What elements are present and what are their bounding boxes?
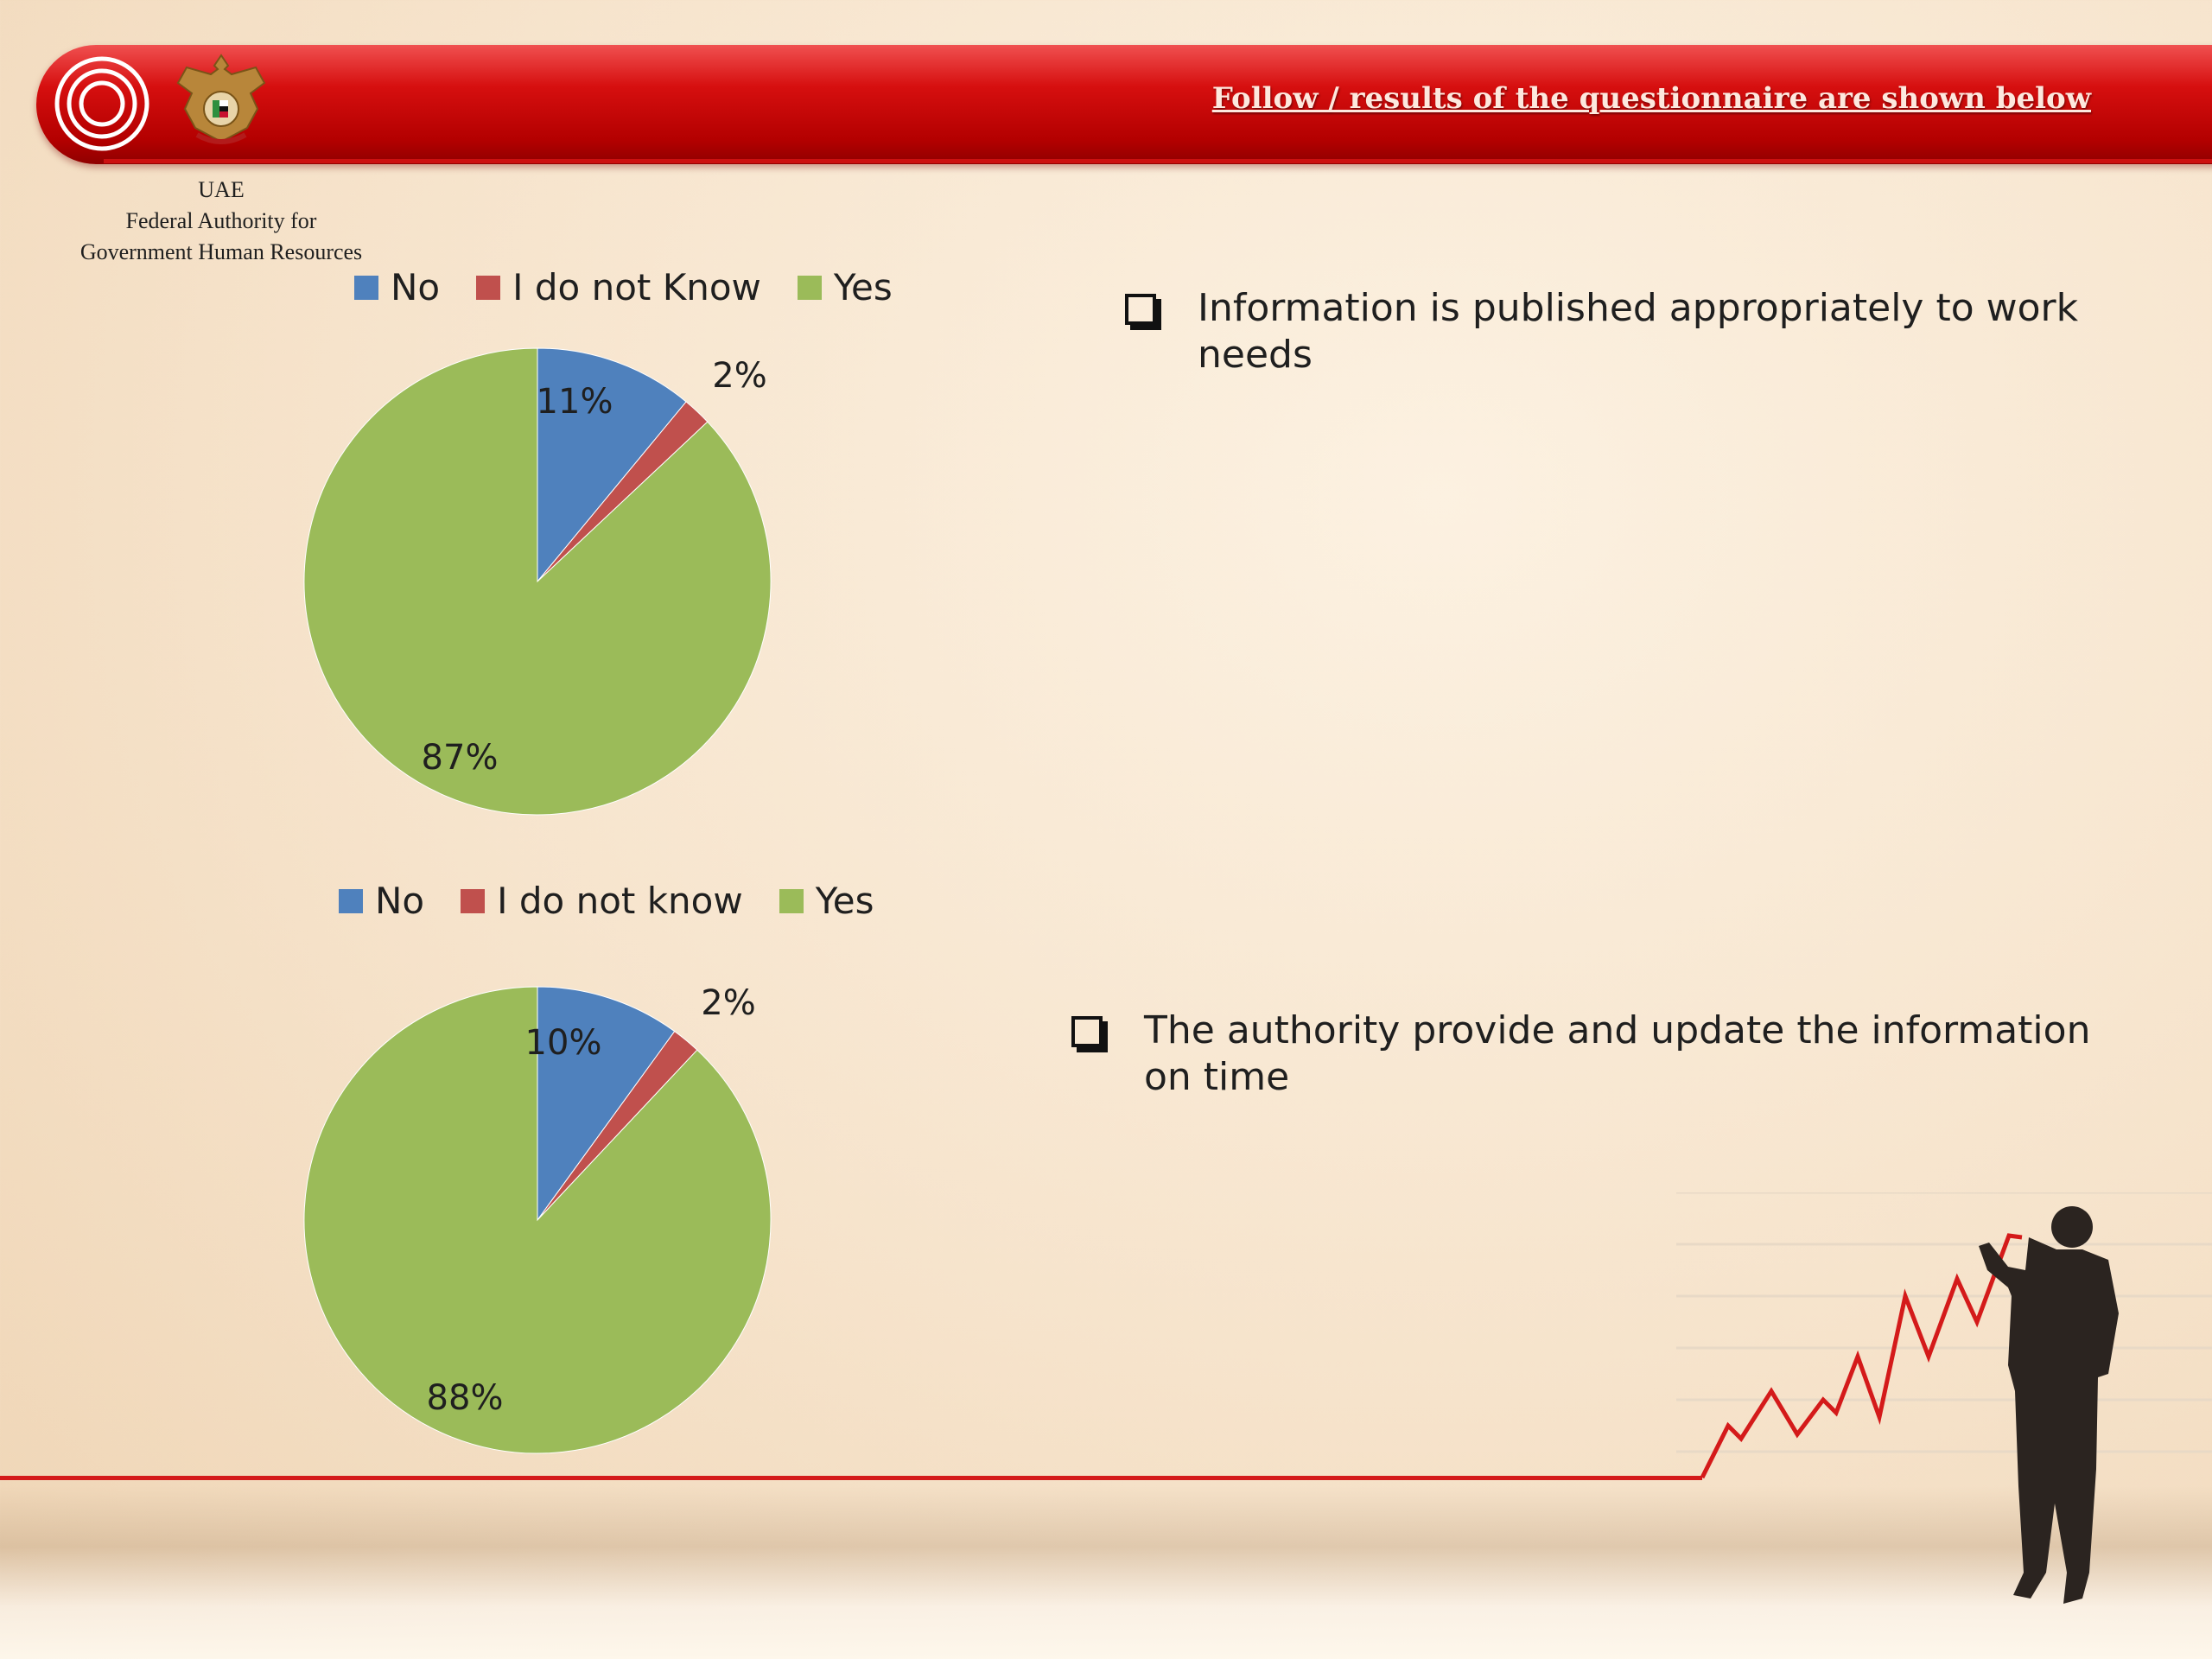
checkbox-icon xyxy=(1125,294,1156,325)
legend-item-yes: Yes xyxy=(797,266,893,308)
org-line-2: Federal Authority for xyxy=(125,208,317,233)
legend-label-dont-know: I do not know xyxy=(497,880,743,922)
legend-item-no: No xyxy=(354,266,440,308)
baseline-red-line xyxy=(0,1476,1702,1480)
chart-2-legend: No I do not know Yes xyxy=(339,880,911,922)
legend-item-dont-know: I do not Know xyxy=(476,266,761,308)
legend-swatch-yes xyxy=(797,275,822,300)
pie-2-data-label-dont-know: 2% xyxy=(701,983,755,1023)
pie-1-slice-yes xyxy=(303,347,772,816)
org-line-3: Government Human Resources xyxy=(79,239,363,264)
legend-swatch-no xyxy=(339,888,363,913)
legend-swatch-no xyxy=(354,275,378,300)
pie-2-data-label-yes: 88% xyxy=(427,1378,504,1418)
emblem-icon xyxy=(176,54,266,144)
floor-shadow xyxy=(0,1486,2212,1659)
legend-swatch-yes xyxy=(779,888,804,913)
legend-item-dont-know: I do not know xyxy=(461,880,743,922)
growth-line xyxy=(1700,1233,2023,1479)
pie-2-data-label-no: 10% xyxy=(525,1023,602,1063)
legend-label-no: No xyxy=(375,880,425,922)
legend-label-dont-know: I do not Know xyxy=(512,266,761,308)
legend-swatch-dont-know xyxy=(461,888,486,913)
organization-name: UAE Federal Authority for Government Hum… xyxy=(52,175,391,268)
question-2: The authority provide and update the inf… xyxy=(1071,1007,2091,1101)
checkbox-icon xyxy=(1071,1016,1103,1047)
legend-label-yes: Yes xyxy=(833,266,893,308)
pie-1-data-label-dont-know: 2% xyxy=(712,356,766,396)
question-2-text: The authority provide and update the inf… xyxy=(1144,1008,2091,1099)
header-bar xyxy=(36,45,2212,164)
legend-item-no: No xyxy=(339,880,424,922)
growth-chart-illustration xyxy=(1676,1192,2212,1604)
pie-1-slice-no xyxy=(537,347,687,583)
logo-icon xyxy=(54,56,149,151)
header-title: Follow / results of the questionnaire ar… xyxy=(1211,81,2091,116)
legend-swatch-dont-know xyxy=(476,275,501,300)
chart-1-legend: No I do not Know Yes xyxy=(354,266,929,308)
question-1-text: Information is published appropriately t… xyxy=(1198,286,2079,377)
legend-label-yes: Yes xyxy=(815,880,874,922)
header-underline xyxy=(104,159,2212,163)
legend-label-no: No xyxy=(391,266,441,308)
org-line-1: UAE xyxy=(198,177,245,202)
businessman-icon xyxy=(1979,1206,2119,1604)
legend-item-yes: Yes xyxy=(779,880,874,922)
pie-2-slice-yes xyxy=(303,986,772,1454)
pie-2-slice-no xyxy=(537,986,676,1222)
pie-1-data-label-yes: 87% xyxy=(422,738,499,778)
question-1: Information is published appropriately t… xyxy=(1125,285,2162,378)
pie-1-data-label-no: 11% xyxy=(537,382,613,422)
